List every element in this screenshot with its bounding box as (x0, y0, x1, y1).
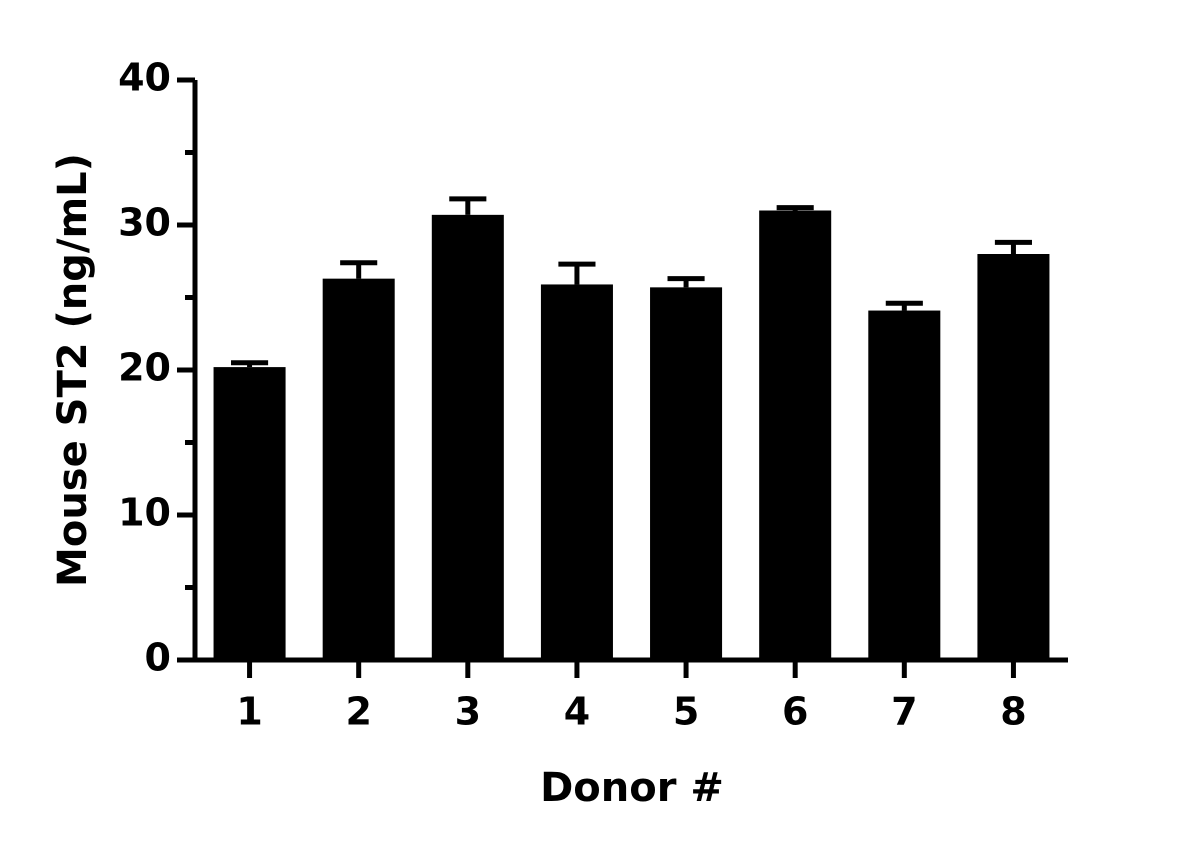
x-tick-label: 6 (782, 690, 808, 734)
x-axis-title: Donor # (540, 765, 724, 811)
bar (650, 287, 723, 660)
y-tick-label: 30 (118, 201, 171, 245)
bar (977, 254, 1050, 660)
y-tick-label: 20 (118, 346, 171, 390)
bar (540, 284, 613, 660)
y-tick-label: 10 (118, 491, 171, 535)
x-tick-label: 2 (345, 690, 371, 734)
x-tick-label: 8 (1000, 690, 1026, 734)
x-tick-label: 1 (236, 690, 262, 734)
y-tick-label: 0 (145, 636, 171, 680)
x-tick-label: 4 (564, 690, 590, 734)
x-tick-label: 5 (673, 690, 699, 734)
bar (868, 310, 941, 660)
x-tick-label: 7 (891, 690, 917, 734)
bar (322, 278, 395, 660)
bar (213, 367, 286, 660)
y-axis-title: Mouse ST2 (ng/mL) (50, 153, 96, 587)
bar (431, 214, 504, 660)
x-tick-label: 3 (455, 690, 481, 734)
y-tick-label: 40 (118, 56, 171, 100)
bar (759, 210, 832, 660)
